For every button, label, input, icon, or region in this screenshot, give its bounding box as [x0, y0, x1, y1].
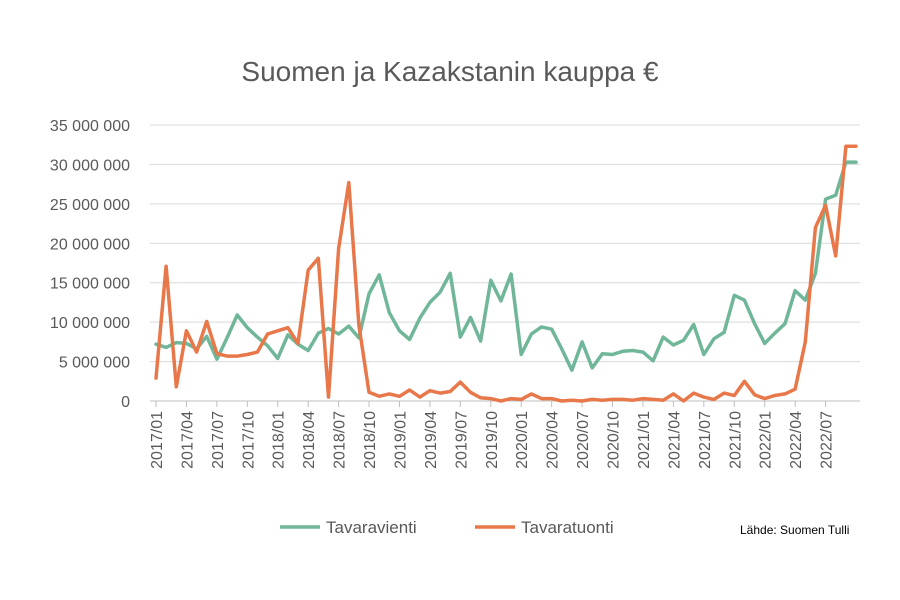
series-line-tavaratuonti: [154, 144, 858, 403]
x-tick-label: 2018/04: [301, 411, 318, 469]
x-tick-label: 2018/01: [271, 411, 288, 469]
x-tick-label: 2018/10: [362, 411, 379, 469]
x-tick-label: 2019/07: [453, 411, 470, 469]
x-tick-label: 2022/01: [758, 411, 775, 469]
x-tick-label: 2017/07: [210, 411, 227, 469]
y-tick-label: 15 000 000: [50, 276, 130, 293]
x-tick-label: 2019/01: [392, 411, 409, 469]
x-tick-label: 2021/04: [666, 411, 683, 469]
legend-label: Tavaratuonti: [521, 518, 614, 537]
y-tick-label: 20 000 000: [50, 236, 130, 253]
chart-title: Suomen ja Kazakstanin kauppa €: [241, 56, 659, 87]
y-tick-label: 5 000 000: [59, 355, 130, 372]
x-axis: 2017/01 2017/04 2017/07 2017/10 2018/01 2018/…: [149, 400, 860, 469]
y-axis: 0 5 000 000 10 000 000 15 000 000 20 000 000…: [50, 118, 130, 411]
x-tick-label: 2020/04: [545, 411, 562, 469]
x-tick-label: 2019/10: [484, 411, 501, 469]
x-tick-label: 2019/04: [423, 411, 440, 469]
x-tick-label: 2017/10: [240, 411, 257, 469]
y-tick-label: 25 000 000: [50, 197, 130, 214]
x-tick-label: 2020/01: [514, 411, 531, 469]
x-tick-label: 2022/04: [788, 411, 805, 469]
legend: Tavaravienti Tavaratuonti: [280, 518, 614, 537]
series-line-tavaravienti: [154, 160, 858, 372]
x-tick-label: 2017/01: [149, 411, 166, 469]
x-tick-label: 2022/07: [819, 411, 836, 469]
source-note: Lähde: Suomen Tulli: [740, 523, 850, 537]
x-tick-label: 2021/01: [636, 411, 653, 469]
x-tick-label: 2021/07: [697, 411, 714, 469]
x-tick-label: 2020/10: [606, 411, 623, 469]
gridlines: [150, 124, 860, 402]
x-tick-label: 2021/10: [727, 411, 744, 469]
y-tick-label: 35 000 000: [50, 118, 130, 135]
y-tick-label: 30 000 000: [50, 157, 130, 174]
legend-label: Tavaravienti: [326, 518, 417, 537]
series-lines: [154, 144, 858, 403]
y-tick-label: 10 000 000: [50, 315, 130, 332]
x-tick-label: 2020/07: [575, 411, 592, 469]
x-tick-label: 2018/07: [332, 411, 349, 469]
x-tick-label: 2017/04: [179, 411, 196, 469]
y-tick-label: 0: [121, 394, 130, 411]
